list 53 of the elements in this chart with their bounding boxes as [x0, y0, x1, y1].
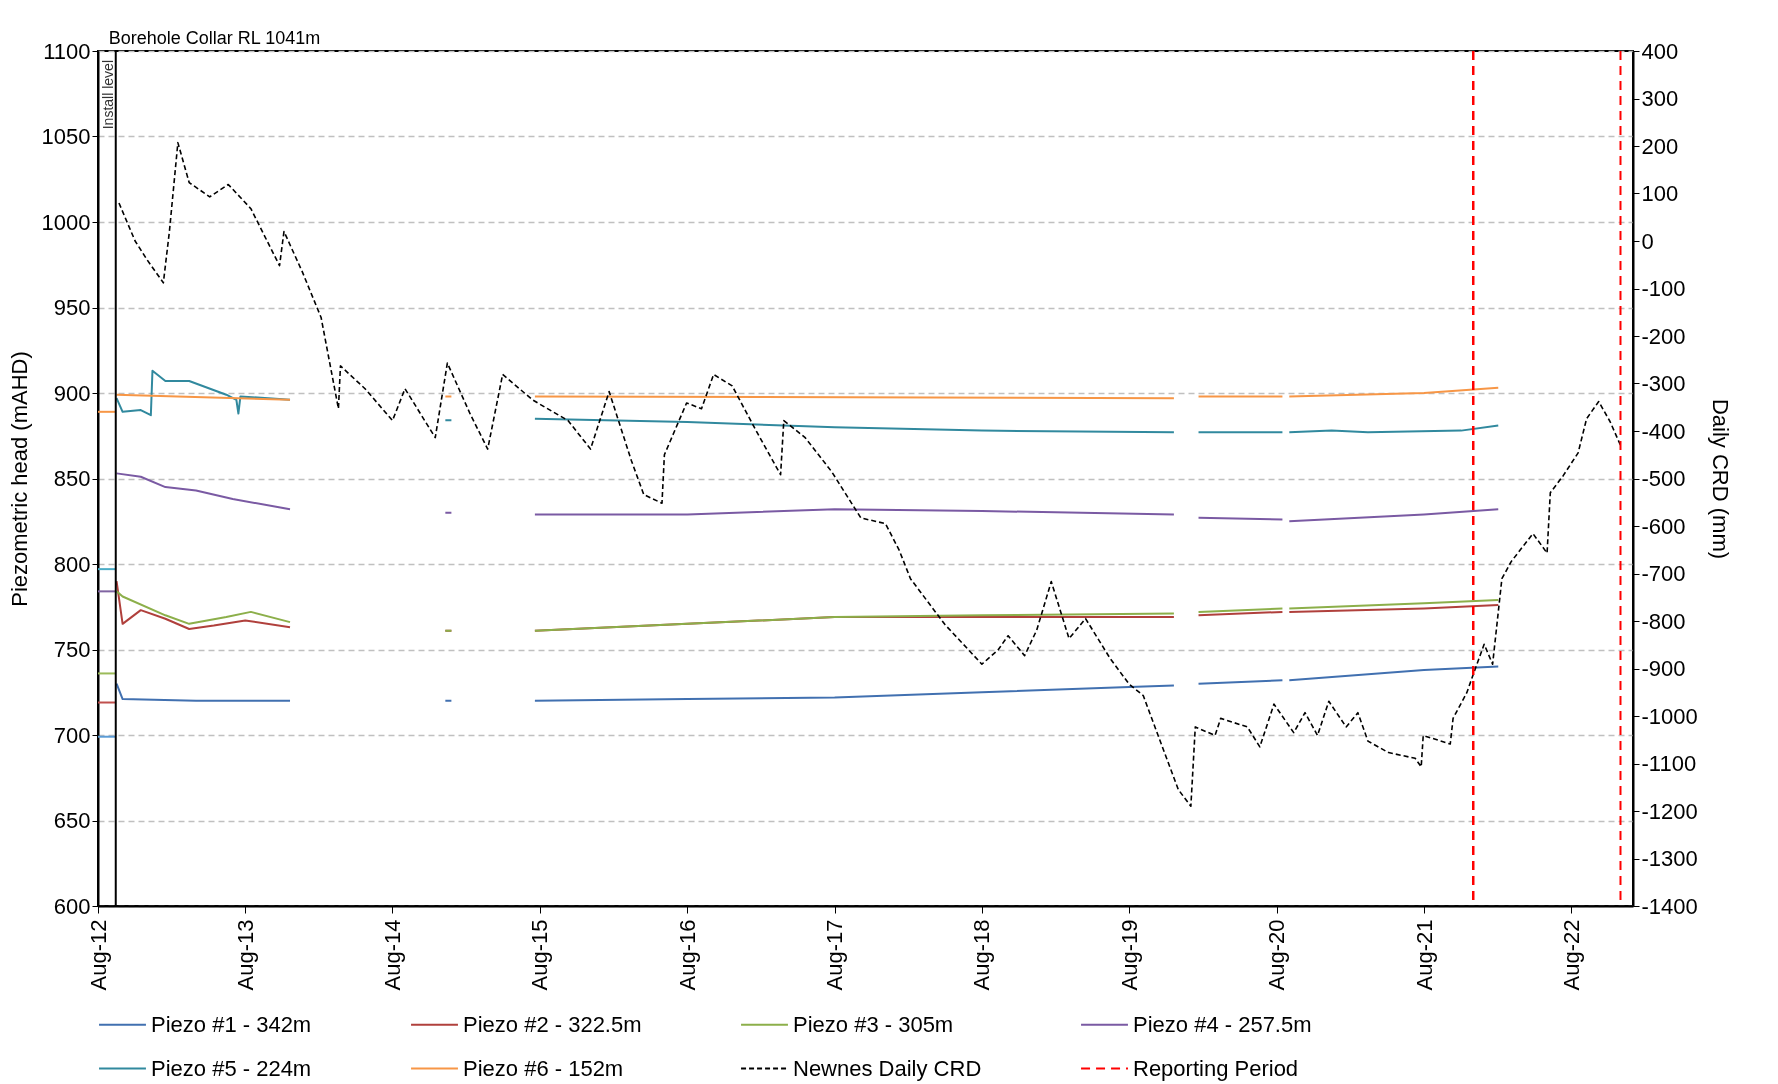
x-tick-label: Aug-21 [1411, 919, 1437, 991]
legend-label: Newnes Daily CRD [793, 1055, 982, 1081]
y2-tick-label: 0 [1641, 228, 1654, 254]
x-tick-label: Aug-16 [674, 919, 700, 991]
x-tick-label: Aug-19 [1116, 919, 1142, 991]
y-tick-label: 650 [53, 808, 91, 833]
y-axis-title: Piezometric head (mAHD) [6, 351, 32, 607]
y2-tick-label: -1300 [1641, 846, 1698, 871]
x-tick-label: Aug-12 [85, 919, 111, 991]
y-tick-label: 700 [53, 722, 91, 748]
y2-tick-label: 100 [1641, 181, 1679, 206]
text: Borehole Collar RL 1041m [108, 28, 321, 48]
legend-label: Piezo #1 - 342m [151, 1011, 312, 1037]
y-tick-label: 600 [53, 893, 91, 919]
x-tick-label: Aug-15 [527, 919, 553, 991]
y2-tick-label: -1000 [1641, 703, 1698, 729]
y-tick-label: 1050 [41, 124, 91, 149]
legend-label: Piezo #5 - 224m [151, 1055, 312, 1081]
x-tick-label: Aug-13 [232, 919, 258, 991]
y2-tick-label: -1200 [1641, 798, 1698, 824]
y2-axis-title: Daily CRD (mm) [1707, 398, 1733, 560]
y-tick-label: 1100 [43, 38, 91, 64]
y-tick-label: 950 [53, 295, 91, 320]
x-tick-label: Aug-22 [1558, 919, 1584, 991]
y-tick-label: 1000 [41, 209, 91, 235]
legend-label: Piezo #6 - 152m [463, 1055, 624, 1081]
ref-line-label: Install level [99, 60, 116, 130]
x-tick-label: Aug-20 [1264, 919, 1290, 991]
y-tick-label: 800 [53, 551, 91, 577]
y2-tick-label: 200 [1641, 133, 1679, 159]
legend-label: Reporting Period [1133, 1055, 1299, 1081]
y2-tick-label: -300 [1641, 371, 1686, 396]
y2-tick-label: -500 [1641, 466, 1686, 491]
y2-tick-label: -1400 [1641, 893, 1698, 919]
legend-label: Piezo #4 - 257.5m [1133, 1011, 1312, 1037]
y2-tick-label: -800 [1641, 608, 1686, 634]
y2-tick-label: 400 [1641, 38, 1679, 64]
x-tick-label: Aug-14 [379, 919, 405, 991]
y-tick-label: 850 [53, 466, 91, 491]
x-tick-label: Aug-18 [969, 919, 995, 991]
y2-tick-label: -700 [1641, 561, 1686, 586]
y-tick-label: 750 [53, 637, 91, 662]
y2-tick-label: -100 [1641, 276, 1686, 301]
y2-tick-label: -200 [1641, 323, 1686, 349]
y2-tick-label: 300 [1641, 86, 1679, 111]
legend-label: Piezo #2 - 322.5m [463, 1011, 642, 1037]
y2-tick-label: -600 [1641, 513, 1686, 539]
x-tick-label: Aug-17 [822, 919, 848, 991]
y-tick-label: 900 [53, 380, 91, 406]
legend-label: Piezo #3 - 305m [793, 1011, 954, 1037]
y2-tick-label: -900 [1641, 656, 1686, 681]
y2-tick-label: -1100 [1641, 751, 1697, 776]
y2-tick-label: -400 [1641, 418, 1686, 444]
